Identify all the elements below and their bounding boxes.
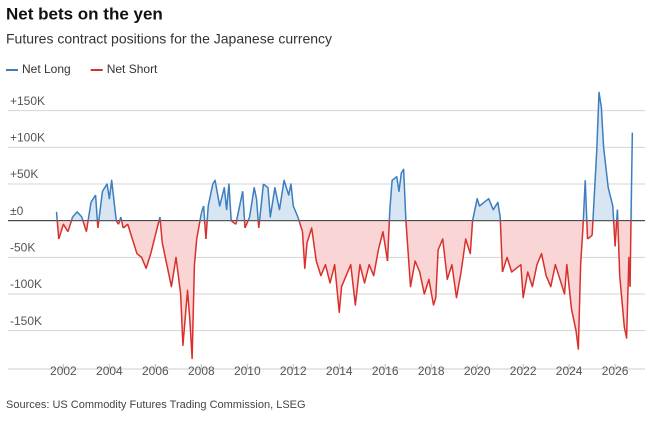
x-tick-label: 2018 <box>418 364 445 378</box>
zero-connector <box>613 206 614 221</box>
x-tick-label: 2024 <box>556 364 583 378</box>
x-tick-label: 2022 <box>510 364 537 378</box>
x-tick-label: 2016 <box>372 364 399 378</box>
y-tick-label: +50K <box>10 167 38 181</box>
zero-connector <box>207 206 208 221</box>
x-tick-label: 2002 <box>50 364 77 378</box>
x-tick-label: 2004 <box>96 364 123 378</box>
y-tick-label: -150K <box>10 314 42 328</box>
y-tick-label: -100K <box>10 277 42 291</box>
chart-subtitle: Futures contract positions for the Japan… <box>6 31 332 47</box>
y-tick-label: +100K <box>10 131 45 145</box>
legend-label: Net Short <box>107 62 158 76</box>
area-fill <box>500 221 583 349</box>
y-tick-label: ±0 <box>10 204 24 218</box>
zero-connector <box>204 206 205 221</box>
zero-connector <box>259 221 260 228</box>
x-tick-label: 2006 <box>142 364 169 378</box>
zero-connector <box>121 217 122 221</box>
x-tick-label: 2014 <box>326 364 353 378</box>
y-tick-label: -50K <box>10 241 35 255</box>
x-tick-label: 2020 <box>464 364 491 378</box>
x-tick-label: 2010 <box>234 364 261 378</box>
x-tick-label: 2026 <box>602 364 629 378</box>
chart-title: Net bets on the yen <box>6 4 163 23</box>
x-tick-label: 2008 <box>188 364 215 378</box>
zero-connector <box>98 221 99 228</box>
legend-label: Net Long <box>22 62 71 76</box>
zero-connector <box>56 212 57 221</box>
x-tick-label: 2012 <box>280 364 307 378</box>
source: Sources: US Commodity Futures Trading Co… <box>6 399 306 411</box>
zero-connector <box>592 221 593 236</box>
zero-connector <box>587 221 588 239</box>
y-tick-label: +150K <box>10 94 45 108</box>
